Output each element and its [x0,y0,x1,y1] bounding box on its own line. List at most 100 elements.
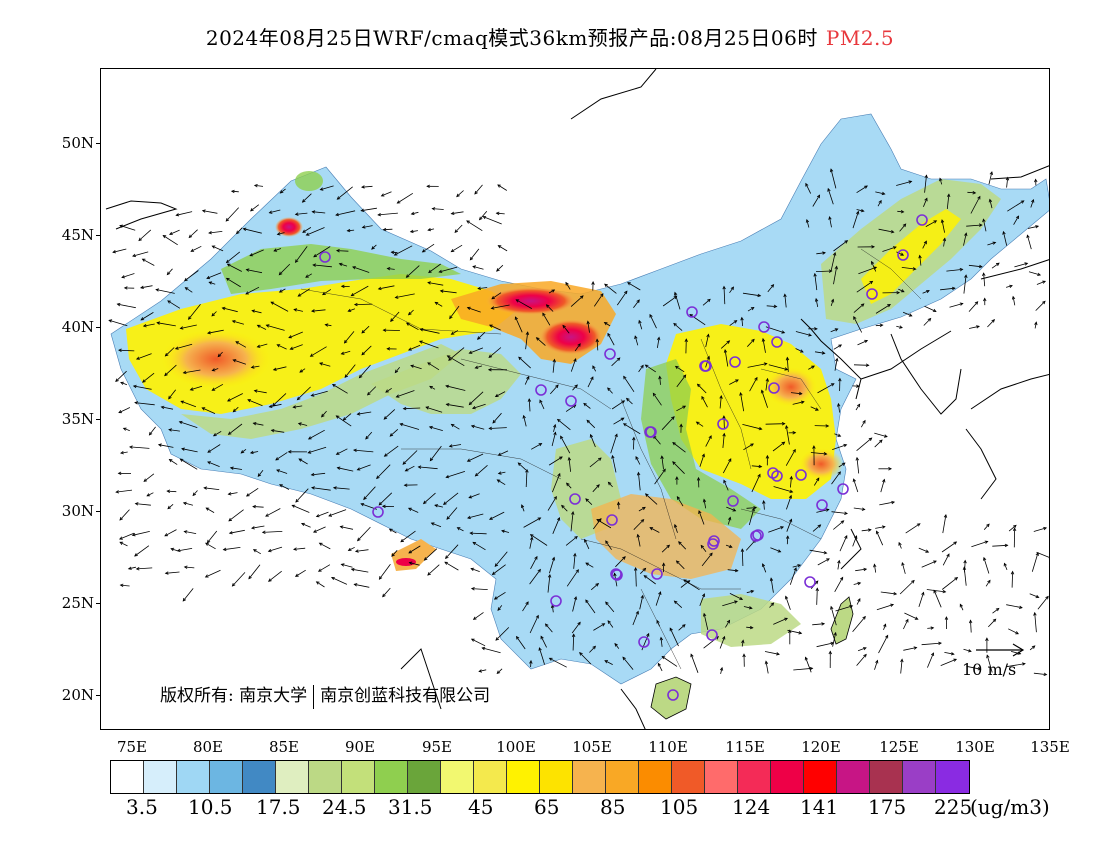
wind-arrow-head [573,358,577,362]
wind-arrow-head [875,659,879,664]
wind-arrow-head [1026,234,1030,239]
wind-arrow-head [1031,645,1036,649]
wind-arrow [204,487,220,490]
wind-arrow-head [784,595,789,600]
wind-arrow [167,503,174,510]
wind-arrow [355,549,369,552]
wind-arrow [521,504,525,512]
wind-arrow-head [959,603,963,608]
wind-arrow-head [427,572,431,576]
wind-arrow-head [624,290,628,295]
wind-arrow-head [488,426,493,431]
wind-arrow [923,198,928,207]
wind-arrow-head [640,364,644,369]
wind-arrow-head [730,286,735,291]
wind-arrow-head [410,364,415,368]
wind-arrow [175,343,193,350]
legend-swatch-22 [837,761,870,793]
wind-arrow [690,654,699,673]
wind-arrow-head [168,231,173,235]
wind-arrow-head [425,406,430,410]
wind-arrow-head [616,357,621,362]
wind-arrow-head [860,303,865,307]
wind-arrow [337,467,354,472]
wind-arrow [202,407,216,414]
wind-arrow-head [231,320,236,324]
wind-arrow [742,424,762,430]
wind-arrow-head [761,337,766,342]
wind-arrow [963,275,967,294]
wind-arrow [262,531,283,533]
wind-arrow-head [395,394,400,398]
wind-arrow [764,651,780,655]
wind-arrow [552,473,561,493]
wind-arrow [918,592,924,608]
wind-arrow [524,376,530,385]
wind-arrow [983,523,990,530]
wind-arrow [747,307,755,312]
wind-arrow [991,262,1000,269]
wind-arrow-head [798,631,803,635]
wind-arrow-head [253,389,258,393]
wind-arrow [809,549,827,554]
wind-arrow [896,251,904,256]
wind-arrow [856,598,861,605]
wind-arrow-head [340,351,345,355]
wind-arrow [143,473,155,482]
wind-arrow-head [823,452,828,456]
wind-arrow-head [841,462,846,466]
wind-arrow-head [607,332,611,337]
wind-arrow [570,358,577,372]
wind-arrow-head [656,619,660,624]
wind-arrow-head [905,618,909,623]
wind-arrow-head [758,426,763,431]
wind-arrow [608,482,613,488]
wind-arrow [587,376,594,388]
wind-arrow [729,286,734,294]
wind-arrow-head [495,637,500,641]
coastlines [105,69,1049,729]
wind-arrow [592,365,597,372]
wind-arrow-head [777,549,782,553]
wind-arrow [295,488,309,503]
wind-arrow-head [336,249,340,253]
copyright-part2: 南京创蓝科技有限公司 [320,686,491,706]
wind-arrow-head [168,459,173,463]
wind-arrow-head [781,422,786,426]
wind-arrow [233,406,239,413]
wind-arrow [140,312,154,321]
wind-arrow [351,568,369,573]
lon-label-130: 130E [955,738,995,756]
wind-arrow [225,207,239,222]
wind-arrow-head [678,541,682,545]
wind-arrow-head [328,513,333,517]
wind-arrow [449,444,462,447]
wind-arrow [525,469,528,488]
wind-arrow [180,400,197,408]
wind-arrow-head [622,656,626,661]
wind-arrow [546,304,554,312]
wind-arrow-head [780,526,785,530]
wind-arrow [876,531,884,546]
wind-arrow-head [291,504,296,508]
wind-arrow-head [407,507,412,511]
wind-arrow [987,319,995,328]
wind-arrow [560,436,571,454]
wind-arrow-head [207,461,211,465]
wind-arrow [853,478,859,493]
wind-arrow [136,567,153,570]
wind-arrow [833,520,844,530]
city-site-marker [686,306,698,318]
wind-arrow-head [529,534,534,538]
wind-arrow [164,529,177,537]
wind-arrow [1028,271,1041,276]
wind-arrow-head [131,533,136,537]
wind-arrow [424,548,438,561]
wind-arrow-head [1035,225,1040,229]
wind-arrow [165,347,175,357]
wind-arrow-head [135,567,140,571]
wind-arrow [406,265,420,278]
wind-arrow-head [900,252,905,256]
wind-arrow-head [430,522,435,526]
wind-arrow-head [142,323,147,328]
